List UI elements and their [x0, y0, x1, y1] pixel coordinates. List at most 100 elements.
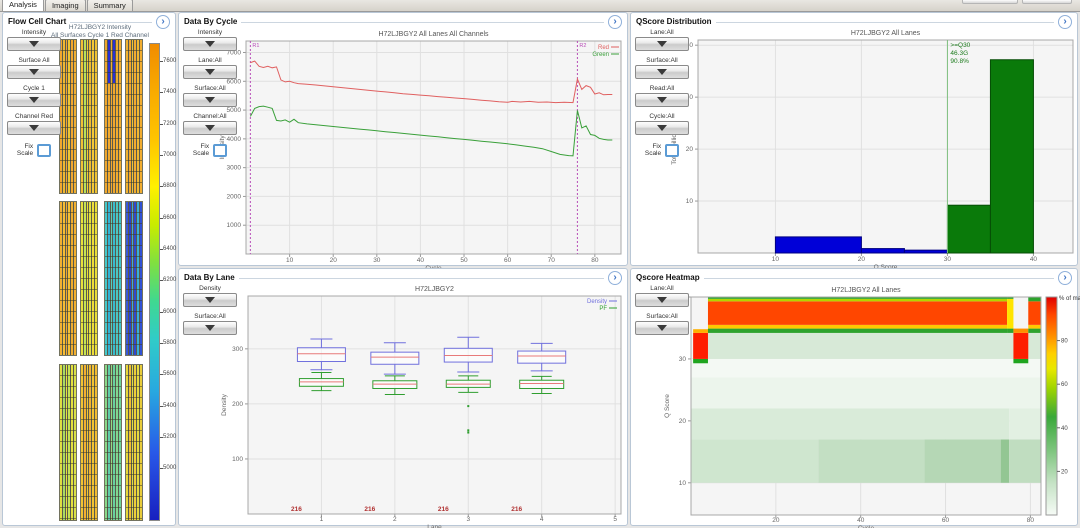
expand-panel-icon[interactable]: ›	[608, 14, 622, 29]
dropdown-cycle-1[interactable]	[7, 93, 61, 107]
svg-text:60: 60	[504, 257, 512, 264]
colorbar-tick	[160, 92, 163, 94]
flow-cell-lane	[59, 201, 77, 356]
dropdown-lane-all[interactable]	[635, 37, 689, 51]
flow-cell-chart-title: H72LJBGY2 Intensity All Surfaces Cycle 1…	[49, 24, 151, 40]
colorbar-tick-label: 6000	[163, 308, 177, 315]
svg-text:20: 20	[686, 146, 694, 153]
dropdown-label: Cycle:All	[649, 113, 675, 120]
panel-title: Data By Cycle	[184, 17, 238, 26]
svg-text:5: 5	[613, 516, 617, 523]
expand-panel-icon[interactable]: ›	[608, 270, 622, 285]
fix-scale-checkbox[interactable]	[213, 143, 228, 157]
svg-text:50: 50	[460, 257, 468, 264]
tile-grid-lines	[126, 40, 142, 193]
dropdown-read-all[interactable]	[635, 93, 689, 107]
tile-grid-lines	[81, 365, 97, 520]
chevron-down-icon	[657, 325, 667, 331]
tile-grid-lines	[126, 202, 142, 355]
tab-analysis[interactable]: Analysis	[2, 0, 44, 11]
colorbar-tick	[160, 311, 163, 313]
dropdown-label: Intensity	[21, 29, 47, 36]
dropdown-cycle-all[interactable]	[635, 121, 689, 135]
svg-text:100: 100	[232, 456, 243, 463]
svg-text:80: 80	[1061, 339, 1068, 345]
toolbar-fragment[interactable]	[1022, 0, 1072, 4]
expand-panel-icon[interactable]: ›	[1058, 270, 1072, 285]
svg-text:20: 20	[330, 257, 338, 264]
chevron-down-icon	[29, 41, 39, 47]
fix-scale-checkbox[interactable]	[665, 143, 680, 157]
panel-header: Data By Cycle ›	[184, 14, 622, 29]
dropdown-lane-all[interactable]	[183, 65, 237, 79]
flow-cell-lane	[59, 39, 77, 194]
dropdown-surface-all[interactable]	[635, 321, 689, 335]
colorbar-tick-label: 6400	[163, 245, 177, 252]
fix-scale-label: Fix Scale	[16, 143, 34, 158]
colorbar-tick	[160, 374, 163, 376]
dropdown-label: Surface:All	[194, 85, 226, 92]
colorbar-tick-label: 6800	[163, 183, 177, 190]
chevron-down-icon	[657, 125, 667, 131]
dropdown-intensity[interactable]	[183, 37, 237, 51]
svg-text:1000: 1000	[227, 222, 242, 229]
divider	[241, 21, 604, 23]
panel-title: QScore Distribution	[636, 17, 712, 26]
svg-text:20: 20	[772, 517, 780, 524]
chevron-down-icon	[29, 97, 39, 103]
colorbar-tick-label: 7600	[163, 58, 177, 64]
qscore-distribution-controls: Lane:All Surface:All Read:All Cycle:All Fix …	[633, 29, 691, 158]
colorbar-tick	[160, 61, 163, 62]
flow-cell-colorbar	[149, 43, 160, 521]
svg-text:H72LJBGY2 All Lanes: H72LJBGY2 All Lanes	[851, 30, 921, 37]
expand-panel-icon[interactable]: ›	[1058, 14, 1072, 29]
dropdown-label: Surface:All	[646, 57, 678, 64]
fix-scale-control: Fix Scale	[16, 143, 52, 158]
svg-text:Lane: Lane	[427, 524, 442, 528]
dropdown-channel-all[interactable]	[183, 121, 237, 135]
toolbar-fragment[interactable]	[962, 0, 1018, 4]
data-by-lane-chart: 1 2 3 4 5 100 200 300 H72LJBGY2 Lane Density 216 216…	[221, 286, 622, 528]
svg-text:80: 80	[1027, 517, 1035, 524]
tab-imaging[interactable]: Imaging	[44, 0, 86, 11]
chevron-down-icon	[657, 297, 667, 303]
svg-text:Density: Density	[221, 393, 228, 415]
flow-cell-lane	[104, 201, 122, 356]
divider	[238, 277, 604, 279]
flow-cell-lane	[80, 201, 98, 356]
tile-grid-lines	[105, 202, 121, 355]
dropdown-density[interactable]	[183, 293, 237, 307]
dropdown-surface-all[interactable]	[7, 65, 61, 79]
flow-cell-lane	[125, 201, 143, 356]
colorbar-tick-label: 6200	[163, 277, 177, 284]
tab-summary[interactable]: Summary	[86, 0, 133, 11]
qscore-heatmap-chart: 20 40 60 80 10 20 30 40 H72LJBGY2 All Lanes Cycle…	[664, 287, 1080, 528]
flow-cell-chart-title-line1: H72LJBGY2 Intensity	[68, 24, 132, 31]
chevron-down-icon	[205, 297, 215, 303]
dropdown-label: Intensity	[197, 29, 223, 36]
tile-grid-lines	[60, 202, 76, 355]
expand-panel-icon[interactable]: ›	[156, 14, 170, 29]
dropdown-intensity[interactable]	[7, 37, 61, 51]
dropdown-surface-all[interactable]	[635, 65, 689, 79]
dropdown-surface-all[interactable]	[183, 93, 237, 107]
divider	[715, 21, 1054, 23]
divider	[70, 21, 152, 23]
chevron-down-icon	[29, 125, 39, 131]
svg-text:30: 30	[373, 257, 381, 264]
dropdown-lane-all[interactable]	[635, 293, 689, 307]
svg-text:3: 3	[466, 516, 470, 523]
flow-cell-lane	[125, 39, 143, 194]
flow-cell-lane	[104, 364, 122, 521]
dropdown-label: Read:All	[649, 85, 675, 92]
svg-text:30: 30	[686, 94, 694, 101]
colorbar-tick	[160, 123, 163, 125]
fix-scale-checkbox[interactable]	[37, 143, 52, 157]
dropdown-label: Density	[199, 285, 221, 292]
dropdown-channel-red[interactable]	[7, 121, 61, 135]
colorbar-tick-label: 5600	[163, 371, 177, 378]
svg-text:H72LJBGY2: H72LJBGY2	[415, 286, 454, 293]
dropdown-surface-all[interactable]	[183, 321, 237, 335]
dropdown-label: Cycle 1	[23, 85, 45, 92]
svg-text:60: 60	[1061, 382, 1068, 388]
